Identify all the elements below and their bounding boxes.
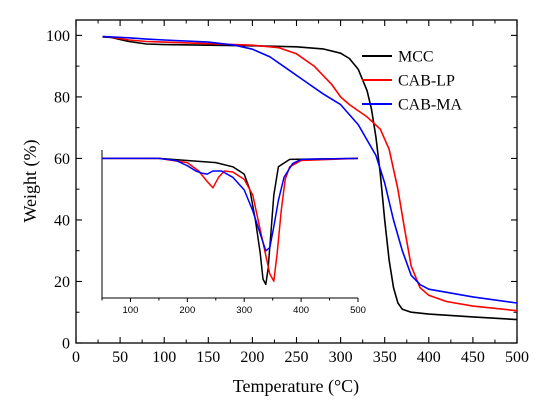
- x-tick-label: 400: [417, 349, 441, 366]
- y-tick-label: 0: [62, 336, 70, 353]
- inset-x-tick-label: 100: [123, 305, 139, 316]
- y-tick-label: 20: [54, 274, 70, 291]
- inset-series-line-mcc: [102, 157, 359, 286]
- x-tick-label: 200: [240, 349, 264, 366]
- main-plot-frame: [75, 19, 518, 344]
- inset-x-tick-label: 400: [293, 305, 309, 316]
- inset-x-tick-label: 300: [236, 305, 252, 316]
- inset-series-line-cab-lp: [102, 157, 359, 282]
- x-tick-label: 150: [196, 349, 220, 366]
- y-tick-label: 40: [54, 212, 70, 229]
- inset-axis: 100 200 300 400 500: [101, 150, 366, 316]
- x-tick-label: 50: [112, 349, 128, 366]
- legend-label-cab-lp: CAB-LP: [398, 73, 455, 90]
- series-line-cab-lp: [102, 35, 518, 312]
- x-tick-label: 450: [461, 349, 485, 366]
- inset-series-line-cab-ma: [102, 157, 359, 252]
- y-tick-label: 60: [54, 151, 70, 168]
- legend-label-cab-ma: CAB-MA: [398, 97, 462, 114]
- x-tick-label: 300: [329, 349, 353, 366]
- x-tick-label: 350: [373, 349, 397, 366]
- y-tick-label: 100: [46, 28, 70, 45]
- legend: MCC CAB-LP CAB-MA: [362, 49, 462, 114]
- y-tick-label: 80: [54, 89, 70, 106]
- inset-series: [102, 157, 359, 286]
- main-tick-labels: 0 50 100 150 200 250 300 350 400 450 500 0 20 40 60 80 1…: [46, 28, 529, 366]
- x-axis-title: Temperature (°C): [233, 376, 359, 397]
- main-series: [102, 35, 518, 321]
- inset-x-tick-label: 200: [179, 305, 195, 316]
- inset-x-tick-label: 500: [350, 305, 366, 316]
- x-tick-label: 250: [285, 349, 309, 366]
- legend-label-mcc: MCC: [398, 49, 434, 66]
- main-axis-ticks: [75, 20, 518, 344]
- x-tick-label: 100: [152, 349, 176, 366]
- y-axis-title: Weight (%): [20, 139, 41, 222]
- series-line-cab-ma: [102, 35, 518, 304]
- series-line-mcc: [102, 36, 518, 321]
- x-tick-label: 500: [505, 349, 529, 366]
- x-tick-label: 0: [72, 349, 80, 366]
